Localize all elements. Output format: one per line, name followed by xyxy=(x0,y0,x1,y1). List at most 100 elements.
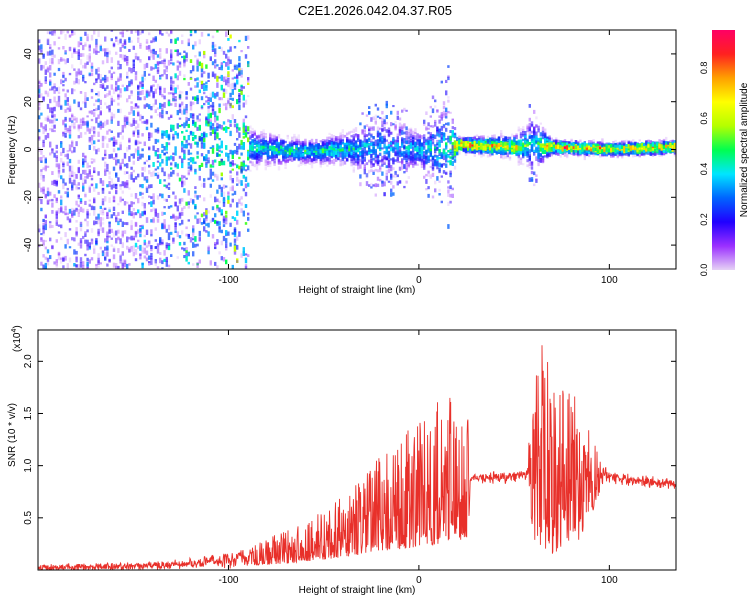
heatmap-cell xyxy=(187,149,190,156)
heatmap-cell xyxy=(185,109,188,114)
heatmap-cell xyxy=(242,136,245,139)
heatmap-cell xyxy=(381,135,384,139)
heatmap-cell xyxy=(189,152,193,155)
heatmap-cell xyxy=(431,108,435,114)
heatmap-cell xyxy=(53,83,56,86)
heatmap-cell xyxy=(150,66,153,71)
heatmap-cell xyxy=(506,156,509,159)
heatmap-cell xyxy=(407,176,410,179)
heatmap-cell xyxy=(38,39,41,44)
heatmap-cell xyxy=(467,146,470,149)
heatmap-cell xyxy=(418,134,421,138)
heatmap-cell xyxy=(299,160,303,164)
heatmap-cell xyxy=(244,176,248,182)
heatmap-cell xyxy=(101,207,105,213)
heatmap-cell xyxy=(46,118,50,122)
heatmap-cell xyxy=(533,152,536,156)
heatmap-cell xyxy=(436,132,439,137)
heatmap-cell xyxy=(383,135,386,141)
heatmap-cell xyxy=(86,33,89,37)
heatmap-cell xyxy=(71,64,74,69)
heatmap-cell xyxy=(106,47,109,52)
heatmap-cell xyxy=(145,186,149,190)
heatmap-cell xyxy=(445,127,448,132)
heatmap-cell xyxy=(137,245,140,250)
heatmap-cell xyxy=(128,137,131,144)
heatmap-cell xyxy=(493,134,496,138)
heatmap-cell xyxy=(346,132,349,136)
heatmap-cell xyxy=(51,148,54,154)
heatmap-cell xyxy=(352,141,355,147)
heatmap-cell xyxy=(211,102,215,108)
heatmap-cell xyxy=(185,116,188,123)
heatmap-cell xyxy=(405,138,408,142)
heatmap-cell xyxy=(396,133,399,137)
heatmap-cell xyxy=(139,42,142,46)
heatmap-cell xyxy=(101,180,105,187)
heatmap-cell xyxy=(275,155,278,159)
heatmap-cell xyxy=(49,237,52,242)
heatmap-cell xyxy=(233,87,237,90)
heatmap-cell xyxy=(46,67,50,70)
heatmap-cell xyxy=(409,138,413,143)
heatmap-cell xyxy=(416,140,419,144)
heatmap-cell xyxy=(49,46,52,50)
heatmap-cell xyxy=(106,169,109,172)
heatmap-cell xyxy=(423,137,426,141)
heatmap-cell xyxy=(130,106,133,111)
heatmap-cell xyxy=(187,142,190,146)
heatmap-cell xyxy=(240,253,243,258)
heatmap-cell xyxy=(130,30,133,34)
heatmap-cell xyxy=(44,117,47,121)
heatmap-cell xyxy=(346,139,349,143)
heatmap-cell xyxy=(106,52,109,58)
heatmap-cell xyxy=(119,88,122,94)
heatmap-cell xyxy=(172,237,175,244)
heatmap-cell xyxy=(55,263,58,266)
heatmap-cell xyxy=(453,132,457,135)
heatmap-cell xyxy=(354,152,358,156)
heatmap-cell xyxy=(71,114,74,118)
heatmap-cell xyxy=(550,150,553,155)
heatmap-cell xyxy=(370,126,373,129)
heatmap-cell xyxy=(319,140,322,143)
heatmap-cell xyxy=(337,143,340,149)
heatmap-cell xyxy=(442,110,446,116)
heatmap-cell xyxy=(121,259,124,266)
heatmap-cell xyxy=(255,161,259,164)
heatmap-cell xyxy=(229,242,232,247)
heatmap-cell xyxy=(178,124,182,128)
heatmap-cell xyxy=(236,202,239,208)
heatmap-cell xyxy=(368,126,371,131)
heatmap-cell xyxy=(359,182,362,187)
heatmap-cell xyxy=(449,151,452,156)
heatmap-cell xyxy=(132,64,135,69)
heatmap-cell xyxy=(60,151,63,156)
heatmap-cell xyxy=(447,138,450,143)
heatmap-cell xyxy=(148,240,151,244)
heatmap-cell xyxy=(365,173,369,179)
heatmap-cell xyxy=(123,115,127,121)
heatmap-cell xyxy=(315,145,318,148)
heatmap-cell xyxy=(57,164,61,170)
heatmap-cell xyxy=(84,42,87,47)
heatmap-cell xyxy=(93,210,96,216)
heatmap-cell xyxy=(104,168,107,172)
heatmap-cell xyxy=(255,166,259,171)
heatmap-cell xyxy=(282,140,285,144)
heatmap-cell xyxy=(319,161,322,163)
heatmap-cell xyxy=(115,36,118,42)
heatmap-cell xyxy=(244,169,248,172)
heatmap-cell xyxy=(416,154,419,159)
heatmap-cell xyxy=(522,147,525,150)
heatmap-cell xyxy=(134,221,138,227)
heatmap-cell xyxy=(449,160,452,166)
heatmap-cell xyxy=(46,116,50,121)
heatmap-cell xyxy=(541,159,545,163)
heatmap-cell xyxy=(53,85,56,89)
heatmap-cell xyxy=(249,160,252,164)
heatmap-cell xyxy=(528,126,531,130)
heatmap-cell xyxy=(79,228,83,232)
heatmap-cell xyxy=(172,80,175,84)
heatmap-cell xyxy=(90,118,94,122)
